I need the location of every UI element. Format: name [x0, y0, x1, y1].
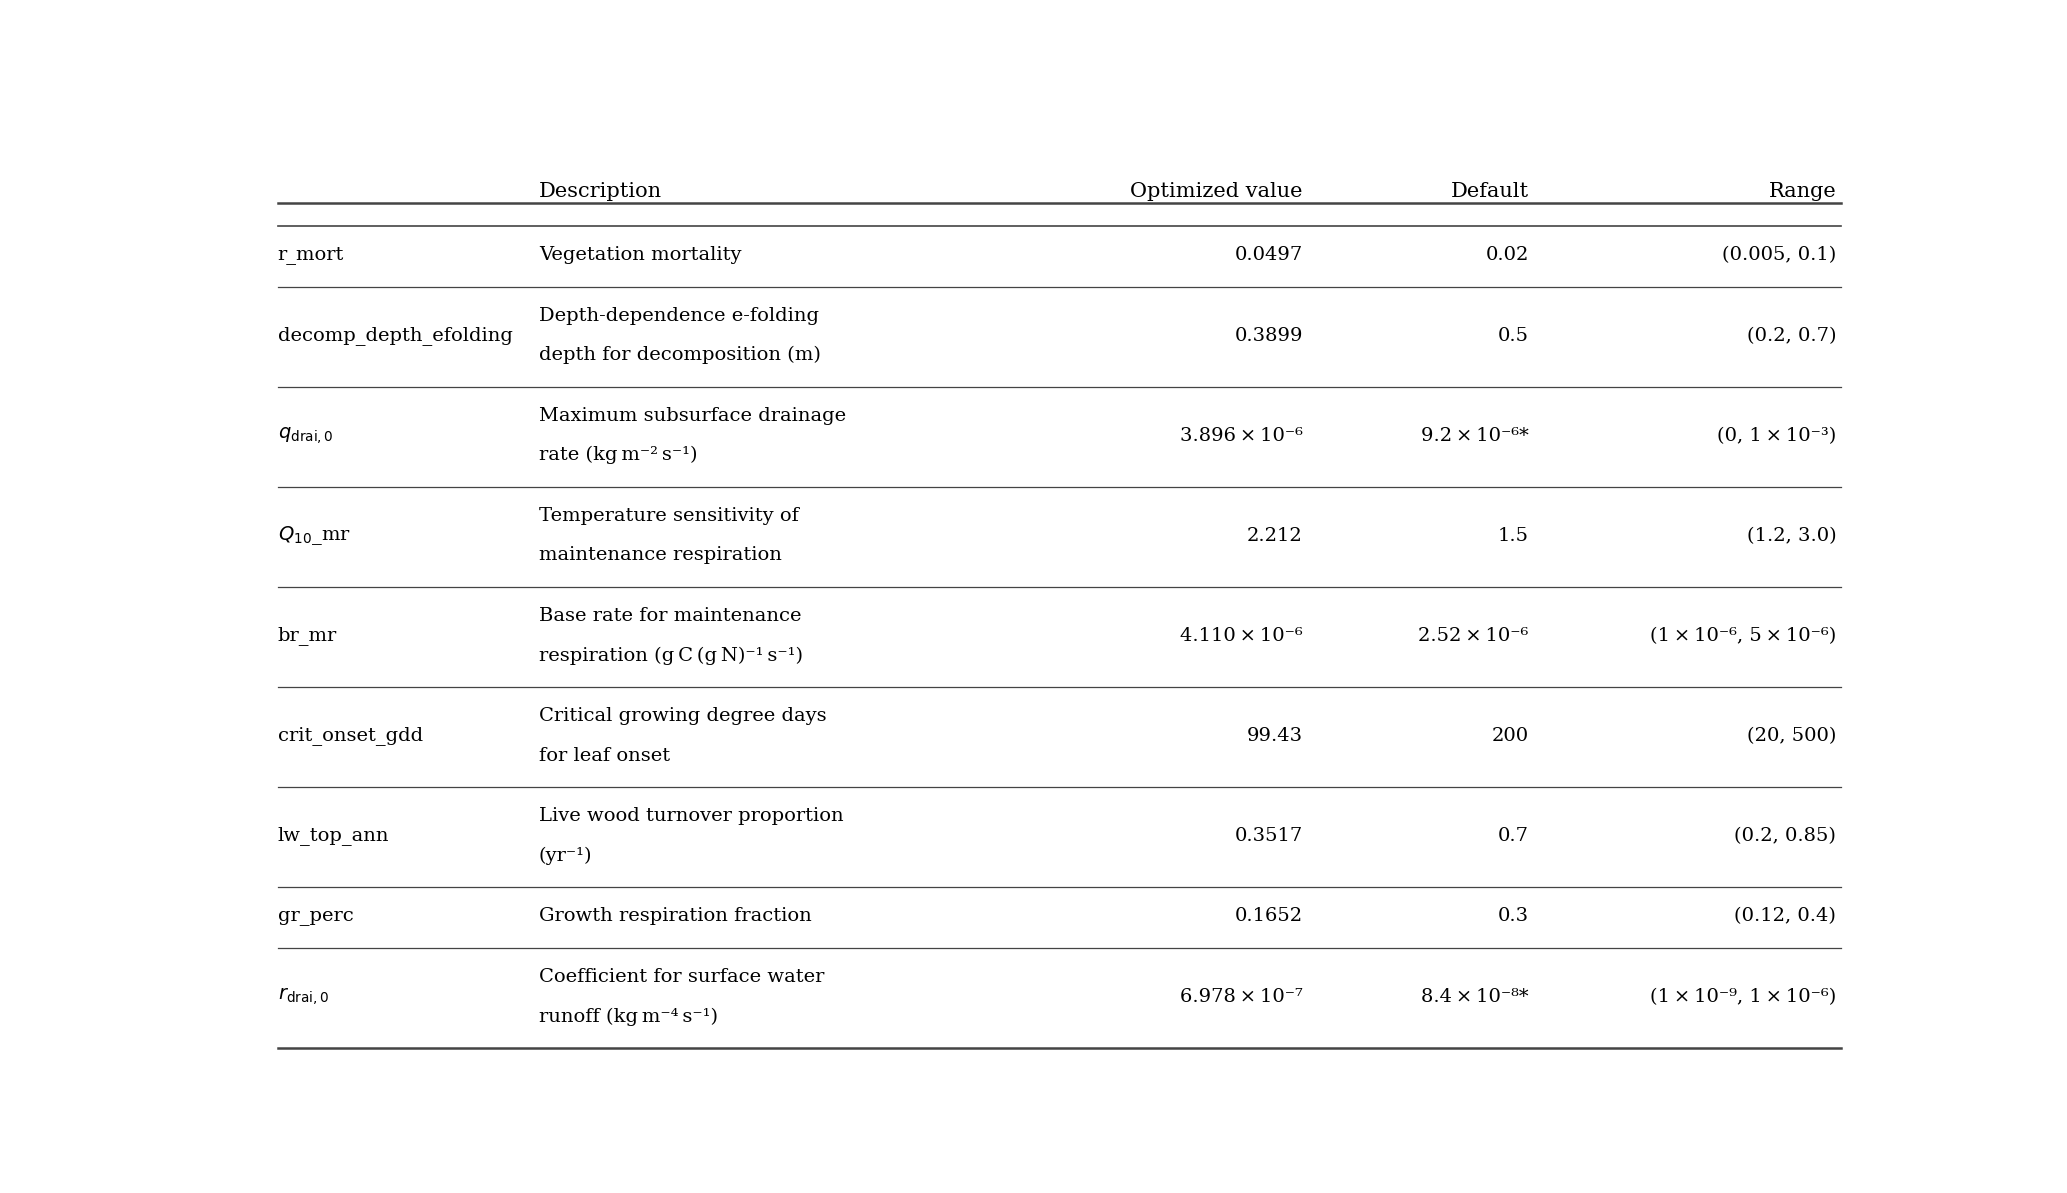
Text: (1 × 10⁻⁹, 1 × 10⁻⁶): (1 × 10⁻⁹, 1 × 10⁻⁶) — [1649, 988, 1835, 1006]
Text: 1.5: 1.5 — [1499, 527, 1530, 545]
Text: 99.43: 99.43 — [1246, 727, 1302, 744]
Text: 0.0497: 0.0497 — [1234, 246, 1302, 264]
Text: 3.896 × 10⁻⁶: 3.896 × 10⁻⁶ — [1180, 427, 1302, 445]
Text: (20, 500): (20, 500) — [1747, 727, 1835, 744]
Text: depth for decomposition (m): depth for decomposition (m) — [539, 346, 821, 364]
Text: br_mr: br_mr — [277, 626, 337, 645]
Text: Range: Range — [1769, 181, 1835, 200]
Text: 8.4 × 10⁻⁸*: 8.4 × 10⁻⁸* — [1422, 988, 1530, 1006]
Text: 0.7: 0.7 — [1499, 827, 1530, 845]
Text: 0.02: 0.02 — [1486, 246, 1530, 264]
Text: Default: Default — [1451, 181, 1530, 200]
Text: Description: Description — [539, 181, 661, 200]
Text: 0.3517: 0.3517 — [1234, 827, 1302, 845]
Text: Vegetation mortality: Vegetation mortality — [539, 246, 742, 264]
Text: Maximum subsurface drainage: Maximum subsurface drainage — [539, 407, 845, 425]
Text: 0.3899: 0.3899 — [1234, 327, 1302, 345]
Text: rate (kg m⁻² s⁻¹): rate (kg m⁻² s⁻¹) — [539, 446, 697, 464]
Text: Depth-dependence e-folding: Depth-dependence e-folding — [539, 307, 819, 324]
Text: Base rate for maintenance: Base rate for maintenance — [539, 607, 802, 625]
Text: respiration (g C (g N)⁻¹ s⁻¹): respiration (g C (g N)⁻¹ s⁻¹) — [539, 647, 802, 665]
Text: (0.2, 0.85): (0.2, 0.85) — [1734, 827, 1835, 845]
Text: lw_top_ann: lw_top_ann — [277, 827, 389, 846]
Text: gr_perc: gr_perc — [277, 908, 353, 926]
Text: $q_{\mathrm{drai,0}}$: $q_{\mathrm{drai,0}}$ — [277, 425, 333, 446]
Text: Growth respiration fraction: Growth respiration fraction — [539, 908, 812, 926]
Text: (0, 1 × 10⁻³): (0, 1 × 10⁻³) — [1718, 427, 1835, 445]
Text: r_mort: r_mort — [277, 246, 343, 264]
Text: for leaf onset: for leaf onset — [539, 747, 670, 765]
Text: runoff (kg m⁻⁴ s⁻¹): runoff (kg m⁻⁴ s⁻¹) — [539, 1007, 717, 1026]
Text: 9.2 × 10⁻⁶*: 9.2 × 10⁻⁶* — [1420, 427, 1530, 445]
Text: (0.2, 0.7): (0.2, 0.7) — [1747, 327, 1835, 345]
Text: (1 × 10⁻⁶, 5 × 10⁻⁶): (1 × 10⁻⁶, 5 × 10⁻⁶) — [1649, 626, 1835, 645]
Text: 0.5: 0.5 — [1499, 327, 1530, 345]
Text: Live wood turnover proportion: Live wood turnover proportion — [539, 808, 843, 826]
Text: Critical growing degree days: Critical growing degree days — [539, 707, 827, 725]
Text: 0.3: 0.3 — [1499, 908, 1530, 926]
Text: Optimized value: Optimized value — [1131, 181, 1302, 200]
Text: (0.005, 0.1): (0.005, 0.1) — [1722, 246, 1835, 264]
Text: 2.212: 2.212 — [1246, 527, 1302, 545]
Text: crit_onset_gdd: crit_onset_gdd — [277, 727, 424, 746]
Text: 4.110 × 10⁻⁶: 4.110 × 10⁻⁶ — [1180, 626, 1302, 645]
Text: decomp_depth_efolding: decomp_depth_efolding — [277, 326, 513, 345]
Text: 2.52 × 10⁻⁶: 2.52 × 10⁻⁶ — [1418, 626, 1530, 645]
Text: Coefficient for surface water: Coefficient for surface water — [539, 969, 825, 987]
Text: (yr⁻¹): (yr⁻¹) — [539, 847, 593, 865]
Text: $r_{\mathrm{drai,0}}$: $r_{\mathrm{drai,0}}$ — [277, 987, 329, 1007]
Text: Temperature sensitivity of: Temperature sensitivity of — [539, 507, 798, 525]
Text: (1.2, 3.0): (1.2, 3.0) — [1747, 527, 1835, 545]
Text: (0.12, 0.4): (0.12, 0.4) — [1734, 908, 1835, 926]
Text: $Q_{10}$_mr: $Q_{10}$_mr — [277, 524, 351, 548]
Text: 200: 200 — [1492, 727, 1530, 744]
Text: 0.1652: 0.1652 — [1234, 908, 1302, 926]
Text: 6.978 × 10⁻⁷: 6.978 × 10⁻⁷ — [1180, 988, 1302, 1006]
Text: maintenance respiration: maintenance respiration — [539, 546, 781, 564]
